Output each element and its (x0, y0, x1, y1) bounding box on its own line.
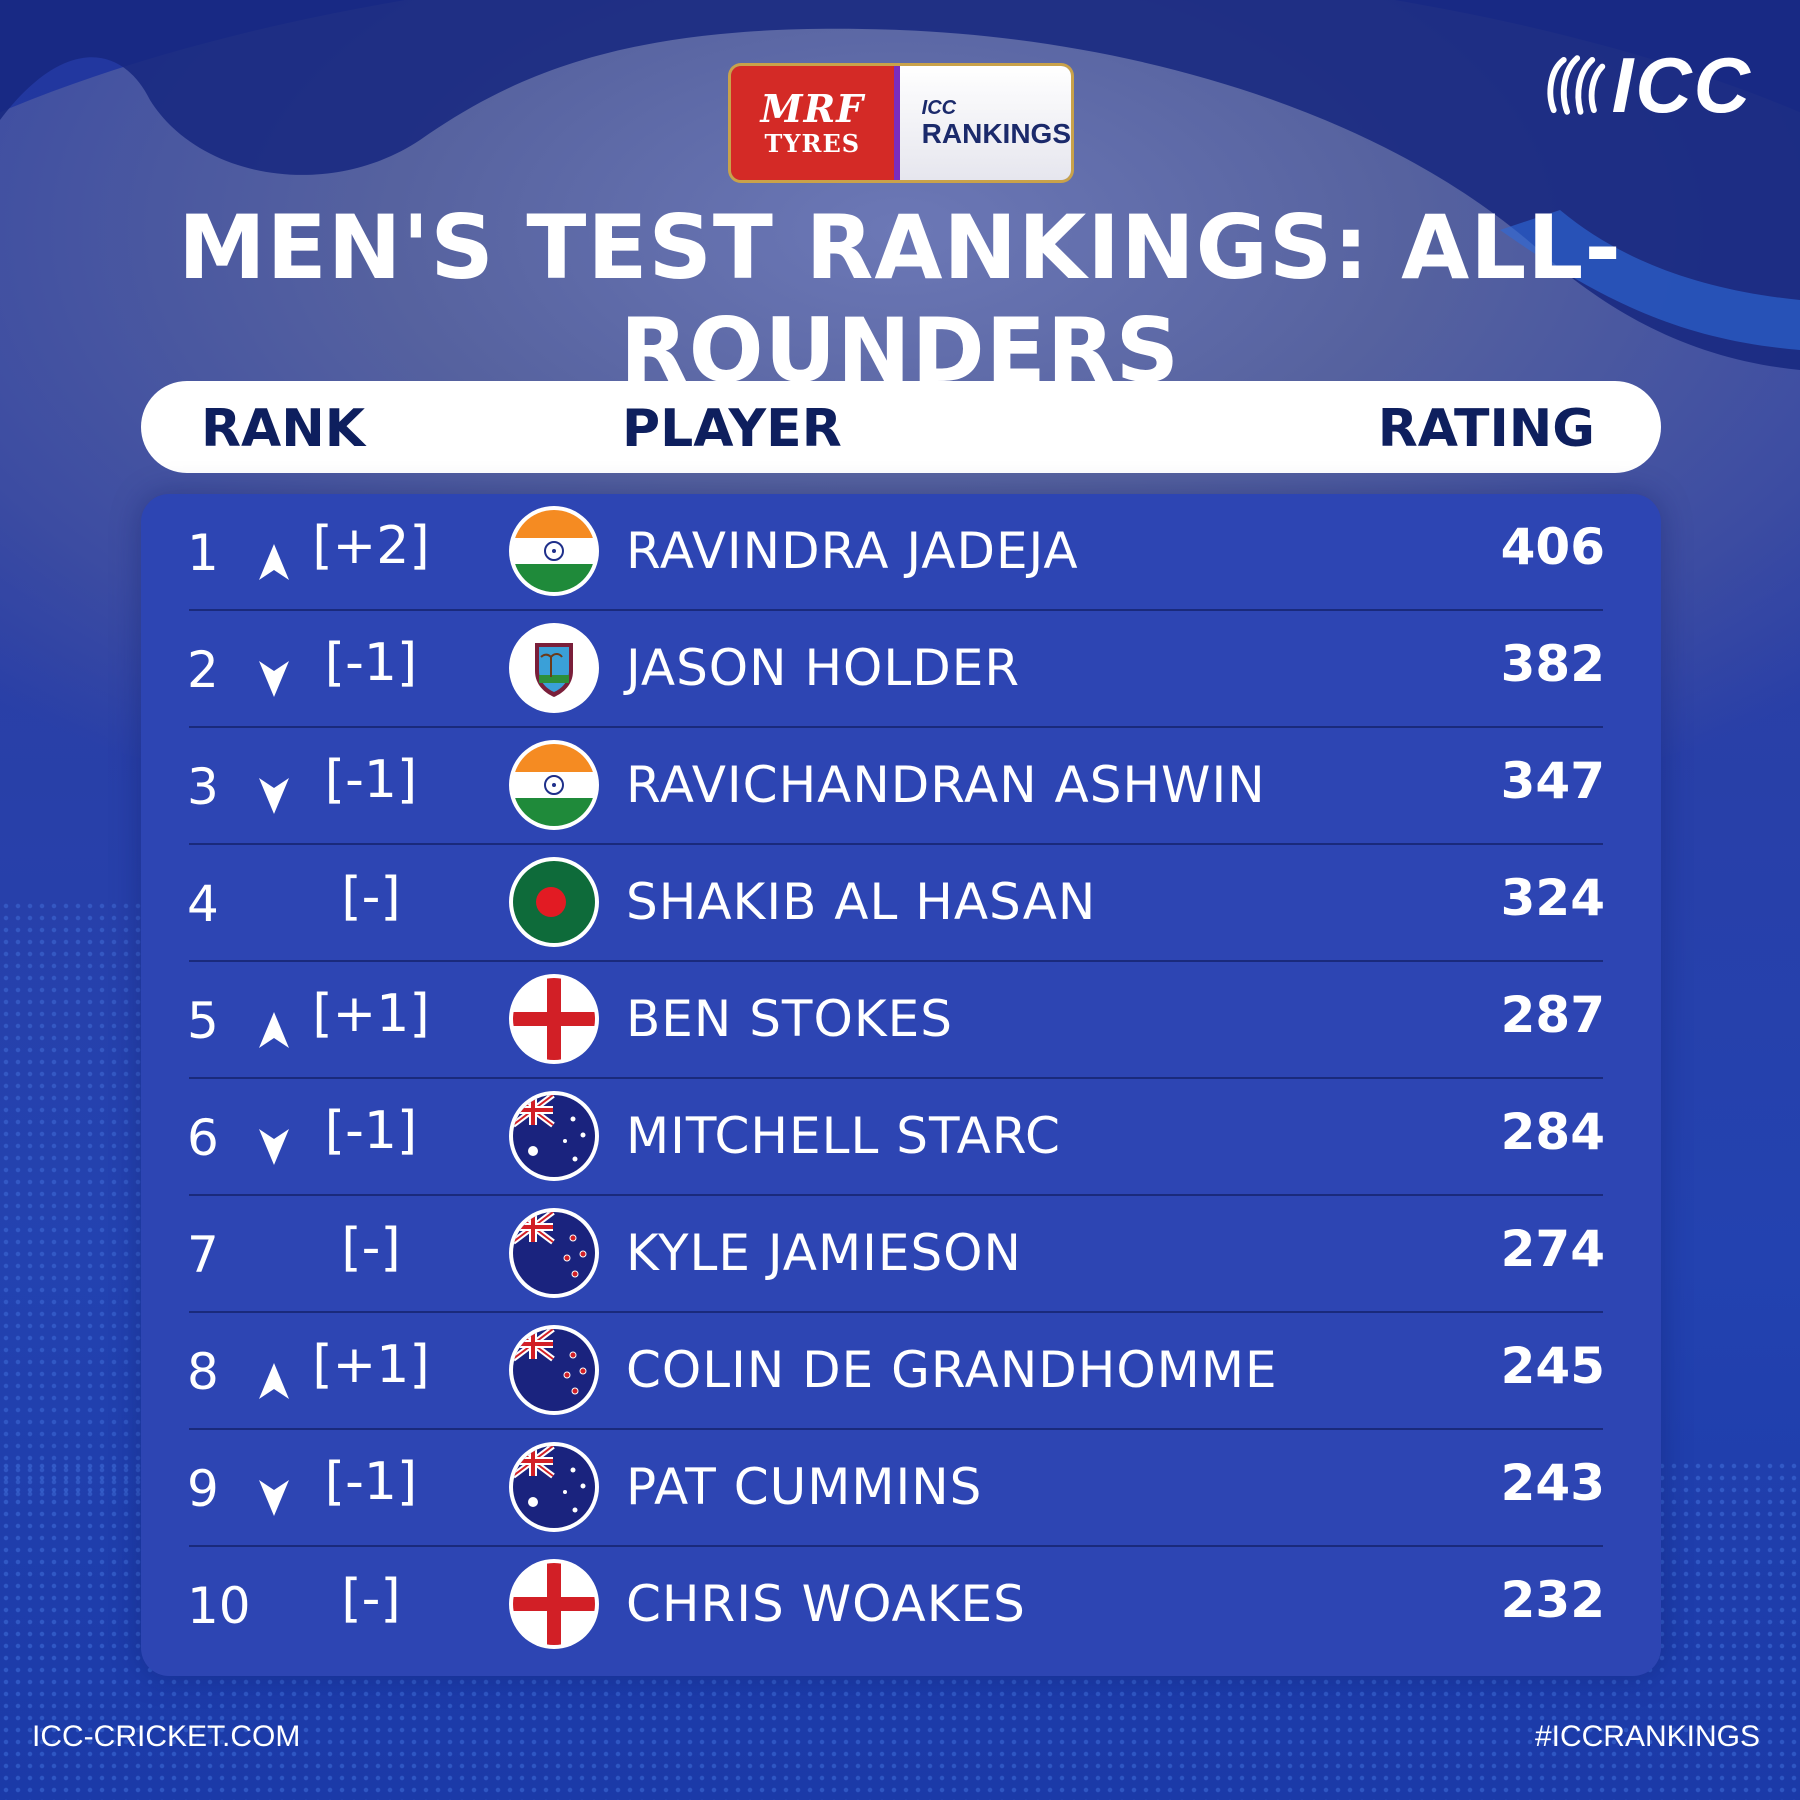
player-rating: 406 (1500, 518, 1605, 576)
player-rating: 232 (1500, 1571, 1605, 1629)
background-dots-left (0, 900, 160, 1500)
rank-change: [-1] (324, 1452, 418, 1512)
rank-change: [-1] (324, 750, 418, 810)
player-rating: 243 (1500, 1454, 1605, 1512)
row-divider (189, 1194, 1603, 1196)
row-divider (189, 1545, 1603, 1547)
new-zealand-flag-icon (513, 1329, 595, 1411)
rankings-table: 1 [+2] RAVINDRA JADEJA 406 2 [-1] JASON HOLDER… (141, 494, 1661, 1676)
england-flag-icon (513, 978, 595, 1060)
row-divider (189, 843, 1603, 845)
australia-flag-icon (513, 1095, 595, 1177)
icc-emblem-icon (1547, 55, 1606, 115)
rank-change: [-] (341, 1569, 401, 1629)
down-arrow-icon (259, 778, 289, 814)
player-rating: 347 (1500, 752, 1605, 810)
down-arrow-icon (259, 1129, 289, 1165)
table-row: 3 [-1] RAVICHANDRAN ASHWIN 347 (141, 728, 1661, 845)
row-divider (189, 1311, 1603, 1313)
header-player: PLAYER (622, 399, 842, 459)
rank-number: 3 (187, 758, 219, 816)
player-name: BEN STOKES (626, 990, 953, 1048)
player-rating: 245 (1500, 1337, 1605, 1395)
player-name: RAVICHANDRAN ASHWIN (626, 756, 1266, 814)
rank-number: 4 (187, 875, 219, 933)
table-row: 6 [-1] MITCHELL STARC 284 (141, 1079, 1661, 1196)
table-row: 2 [-1] JASON HOLDER 382 (141, 611, 1661, 728)
player-name: COLIN DE GRANDHOMME (626, 1341, 1278, 1399)
player-name: KYLE JAMIESON (626, 1224, 1022, 1282)
new-zealand-flag-icon (513, 1212, 595, 1294)
table-row: 1 [+2] RAVINDRA JADEJA 406 (141, 494, 1661, 611)
rank-change: [-1] (324, 633, 418, 693)
row-divider (189, 726, 1603, 728)
player-name: MITCHELL STARC (626, 1107, 1061, 1165)
table-row: 4 [-] SHAKIB AL HASAN 324 (141, 845, 1661, 962)
rank-number: 9 (187, 1460, 219, 1518)
player-name: CHRIS WOAKES (626, 1575, 1026, 1633)
table-row: 5 [+1] BEN STOKES 287 (141, 962, 1661, 1079)
background-wave (0, 0, 1800, 370)
player-name: RAVINDRA JADEJA (626, 522, 1079, 580)
down-arrow-icon (259, 1480, 289, 1516)
rank-number: 10 (187, 1577, 251, 1635)
rank-change: [+1] (312, 984, 430, 1044)
player-name: SHAKIB AL HASAN (626, 873, 1097, 931)
mrf-tyres-logo: MRF TYRES (731, 66, 894, 180)
row-divider (189, 1077, 1603, 1079)
player-name: JASON HOLDER (626, 639, 1021, 697)
india-flag-icon (513, 744, 595, 826)
rank-number: 5 (187, 992, 219, 1050)
west-indies-flag-icon (513, 627, 595, 709)
table-row: 10 [-] CHRIS WOAKES 232 (141, 1547, 1661, 1664)
bangladesh-flag-icon (513, 861, 595, 943)
rank-change: [+2] (312, 516, 430, 576)
table-row: 8 [+1] COLIN DE GRANDHOMME 245 (141, 1313, 1661, 1430)
rank-change: [-] (341, 867, 401, 927)
rank-change: [-] (341, 1218, 401, 1278)
row-divider (189, 609, 1603, 611)
footer-website: ICC-CRICKET.COM (32, 1720, 301, 1753)
rank-number: 7 (187, 1226, 219, 1284)
sponsor-logo: MRF TYRES ICC RANKINGS (731, 66, 1071, 180)
player-rating: 287 (1500, 986, 1605, 1044)
page-title: MEN'S TEST RANKINGS: ALL-ROUNDERS (178, 196, 1622, 402)
rank-change: [-1] (324, 1101, 418, 1161)
up-arrow-icon (259, 1363, 289, 1399)
player-rating: 382 (1500, 635, 1605, 693)
header-rating: RATING (1377, 399, 1595, 459)
player-rating: 324 (1500, 869, 1605, 927)
row-divider (189, 960, 1603, 962)
rank-number: 2 (187, 641, 219, 699)
row-divider (189, 1428, 1603, 1430)
down-arrow-icon (259, 661, 289, 697)
rank-number: 1 (187, 524, 219, 582)
footer-hashtag: #ICCRANKINGS (1534, 1720, 1760, 1753)
table-row: 9 [-1] PAT CUMMINS 243 (141, 1430, 1661, 1547)
header-rank: RANK (201, 399, 366, 459)
table-header: RANK PLAYER RATING (141, 381, 1661, 473)
player-name: PAT CUMMINS (626, 1458, 983, 1516)
rank-change: [+1] (312, 1335, 430, 1395)
up-arrow-icon (259, 544, 289, 580)
rank-number: 6 (187, 1109, 219, 1167)
rank-number: 8 (187, 1343, 219, 1401)
up-arrow-icon (259, 1012, 289, 1048)
icc-rankings-logo: ICC RANKINGS (893, 66, 1071, 180)
england-flag-icon (513, 1563, 595, 1645)
india-flag-icon (513, 510, 595, 592)
player-rating: 274 (1500, 1220, 1605, 1278)
player-rating: 284 (1500, 1103, 1605, 1161)
table-row: 7 [-] KYLE JAMIESON 274 (141, 1196, 1661, 1313)
australia-flag-icon (513, 1446, 595, 1528)
icc-logo: ICC (1542, 40, 1752, 130)
